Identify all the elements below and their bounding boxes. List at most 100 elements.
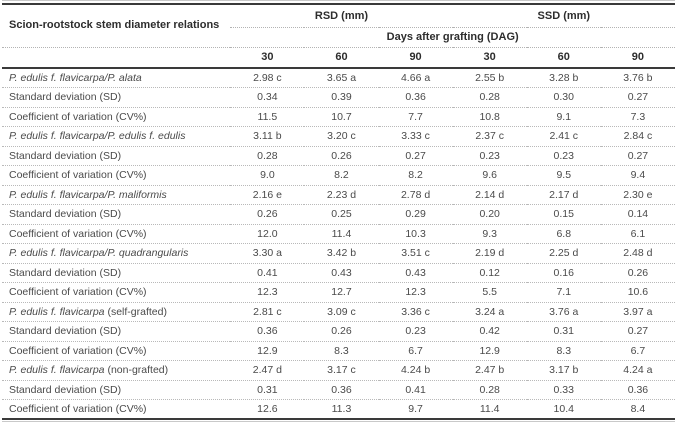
- value-cell: 0.26: [230, 204, 305, 224]
- value-cell: 3.36 c: [378, 301, 453, 322]
- row-label: Standard deviation (SD): [2, 145, 231, 166]
- row-label-text: Coefficient of variation (CV%): [9, 344, 147, 357]
- value-cell: 2.47 d: [230, 360, 305, 380]
- value-cell: 2.47 b: [452, 360, 527, 380]
- row-label: Standard deviation (SD): [2, 262, 231, 283]
- value-cell: 0.26: [600, 262, 675, 283]
- value-cell: 0.34: [230, 87, 305, 107]
- row-label: Standard deviation (SD): [2, 87, 231, 107]
- col-group-header-ssd: SSD (mm): [537, 9, 591, 22]
- value-cell: 2.14 d: [452, 184, 527, 205]
- value-cell: 4.24 a: [600, 360, 675, 380]
- value-cell: 0.33: [526, 379, 601, 400]
- value-cell: 2.30 e: [600, 184, 675, 205]
- value-cell: 0.43: [378, 262, 453, 283]
- value-cell: 3.09 c: [304, 301, 379, 322]
- value-cell: 5.5: [452, 282, 527, 302]
- row-label-text: P. edulis f. flavicarpa/P. edulis f. edu…: [9, 130, 186, 143]
- value-cell: 7.3: [600, 106, 675, 127]
- value-cell: 12.9: [452, 340, 527, 361]
- row-label-text: Coefficient of variation (CV%): [9, 227, 147, 240]
- value-cell: 0.43: [304, 262, 379, 283]
- empty-corner-cell: [2, 46, 231, 69]
- value-cell: 3.17 b: [526, 360, 601, 380]
- table-row: Coefficient of variation (CV%) 9.0 8.2 8…: [2, 165, 675, 185]
- value-cell: 12.3: [230, 282, 305, 302]
- row-label: Standard deviation (SD): [2, 321, 231, 341]
- value-cell: 3.24 a: [452, 301, 527, 322]
- col-header-ssd-60: 60: [526, 46, 601, 69]
- value-cell: 2.23 d: [304, 184, 379, 205]
- value-cell: 0.39: [304, 87, 379, 107]
- value-cell: 0.30: [526, 87, 601, 107]
- value-cell: 8.2: [304, 165, 379, 185]
- table-row: P. edulis f. flavicarpa/P. quadrangulari…: [2, 243, 675, 263]
- row-label-text: Standard deviation (SD): [9, 91, 122, 104]
- value-cell: 3.28 b: [549, 72, 579, 84]
- row-label: Standard deviation (SD): [2, 379, 231, 400]
- group-header-row: Scion-rootstock stem diameter relations …: [2, 4, 675, 32]
- row-label: P. edulis f. flavicarpa/P. edulis f. edu…: [2, 126, 231, 146]
- value-cell: 0.27: [600, 321, 675, 341]
- row-label-suffix: (self-grafted): [104, 305, 167, 318]
- value-cell: 3.17 c: [304, 360, 379, 380]
- table-row: Coefficient of variation (CV%) 12.9 8.3 …: [2, 340, 675, 361]
- table-row: Coefficient of variation (CV%) 11.5 10.7…: [2, 106, 675, 127]
- table-row: P. edulis f. flavicarpa/P. edulis f. edu…: [2, 126, 675, 146]
- value-cell: 2.25 d: [526, 243, 601, 263]
- row-label: Coefficient of variation (CV%): [2, 399, 231, 419]
- table-row: Standard deviation (SD) 0.41 0.43 0.43 0…: [2, 262, 675, 283]
- table-body: P. edulis f. flavicarpa/P. alata 2.98 c …: [2, 68, 675, 419]
- value-cell: 0.20: [452, 204, 527, 224]
- value-cell: 3.65 a: [326, 72, 357, 84]
- value-cell: 0.29: [378, 204, 453, 224]
- table-row: Standard deviation (SD) 0.26 0.25 0.29 0…: [2, 204, 675, 224]
- value-cell: 3.42 b: [304, 243, 379, 263]
- value-cell: 0.15: [526, 204, 601, 224]
- value-cell: 7.7: [378, 106, 453, 127]
- col-header-ssd-90: 90: [600, 46, 675, 69]
- value-cell: 2.17 d: [526, 184, 601, 205]
- value-cell: 0.36: [304, 379, 379, 400]
- value-cell: 2.81 c: [230, 301, 305, 322]
- value-cell: 8.2: [378, 165, 453, 185]
- row-label-text: Standard deviation (SD): [9, 149, 122, 162]
- value-cell: 3.97 a: [600, 301, 675, 322]
- table-row: Coefficient of variation (CV%) 12.3 12.7…: [2, 282, 675, 302]
- value-cell: 4.66 a: [400, 72, 431, 84]
- value-cell: 10.8: [452, 106, 527, 127]
- value-cell: 9.5: [526, 165, 601, 185]
- value-cell: 0.23: [452, 145, 527, 166]
- value-cell: 3.33 c: [378, 126, 453, 146]
- value-cell: 6.7: [600, 340, 675, 361]
- value-cell: 9.7: [378, 399, 453, 419]
- row-label-text: P. edulis f. flavicarpa: [9, 305, 105, 318]
- value-cell: 2.78 d: [378, 184, 453, 205]
- value-cell: 0.41: [230, 262, 305, 283]
- row-label: Coefficient of variation (CV%): [2, 340, 231, 361]
- value-cell: 12.3: [378, 282, 453, 302]
- value-cell: 3.20 c: [304, 126, 379, 146]
- row-label: P. edulis f. flavicarpa/P. quadrangulari…: [2, 243, 231, 263]
- table-row: P. edulis f. flavicarpa/P. maliformis 2.…: [2, 184, 675, 205]
- row-label-text: Coefficient of variation (CV%): [9, 110, 147, 123]
- value-cell: 9.6: [452, 165, 527, 185]
- value-cell: 0.23: [378, 321, 453, 341]
- col-header-rsd-30: 30: [230, 46, 305, 69]
- value-cell: 0.28: [452, 87, 527, 107]
- row-label: P. edulis f. flavicarpa (self-grafted): [2, 301, 231, 322]
- row-label: Coefficient of variation (CV%): [2, 282, 231, 302]
- value-cell: 0.26: [304, 145, 379, 166]
- value-cell: 2.19 d: [452, 243, 527, 263]
- row-label-text: Coefficient of variation (CV%): [9, 403, 147, 415]
- value-cell: 0.27: [600, 145, 675, 166]
- value-cell: 0.42: [452, 321, 527, 341]
- value-cell: 11.4: [452, 399, 527, 419]
- value-cell: 2.48 d: [600, 243, 675, 263]
- value-cell: 2.41 c: [526, 126, 601, 146]
- table-row: Standard deviation (SD) 0.31 0.36 0.41 0…: [2, 379, 675, 400]
- value-cell: 8.4: [600, 399, 675, 419]
- value-cell: 8.3: [526, 340, 601, 361]
- value-cell: 3.11 b: [230, 126, 305, 146]
- row-label: Coefficient of variation (CV%): [2, 223, 231, 244]
